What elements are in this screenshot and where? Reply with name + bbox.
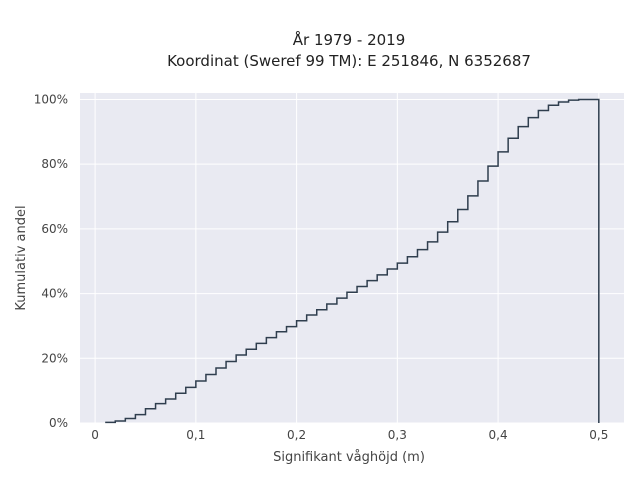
y-tick-label: 40%: [41, 287, 68, 301]
x-tick-label: 0,3: [388, 428, 407, 442]
cdf-series-line: [105, 98, 600, 424]
x-tick-label: 0,5: [589, 428, 608, 442]
x-axis-ticks: 0 0,1 0,2 0,3 0,4 0,5: [91, 428, 608, 442]
y-tick-label: 20%: [41, 351, 68, 365]
x-tick-label: 0,2: [287, 428, 306, 442]
chart-title: År 1979 - 2019: [293, 30, 406, 49]
y-tick-label: 100%: [34, 92, 68, 106]
chart-subtitle: Koordinat (Sweref 99 TM): E 251846, N 63…: [167, 52, 531, 70]
x-axis-label: Signifikant våghöjd (m): [273, 450, 425, 465]
x-tick-label: 0: [91, 428, 99, 442]
y-tick-label: 0%: [49, 416, 68, 430]
plot-background: [80, 93, 624, 423]
x-tick-label: 0,1: [186, 428, 205, 442]
y-axis-label: Kumulativ andel: [14, 205, 29, 310]
series-group: [105, 98, 600, 424]
y-tick-label: 80%: [41, 157, 68, 171]
y-axis-ticks: 0% 20% 40% 60% 80% 100%: [34, 92, 68, 430]
x-tick-label: 0,4: [489, 428, 508, 442]
y-tick-label: 60%: [41, 222, 68, 236]
